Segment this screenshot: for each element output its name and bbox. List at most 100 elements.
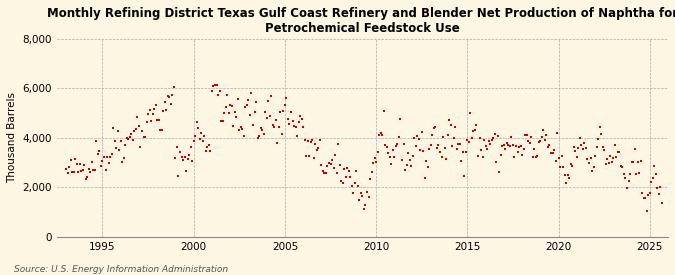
Point <box>102 155 113 159</box>
Point <box>317 169 328 173</box>
Point <box>73 169 84 174</box>
Point <box>442 133 453 137</box>
Point <box>429 126 439 131</box>
Point <box>226 104 237 109</box>
Point <box>323 161 334 165</box>
Point <box>503 142 514 147</box>
Point <box>345 175 356 180</box>
Point <box>240 105 251 109</box>
Point <box>605 154 616 158</box>
Point <box>163 94 173 98</box>
Point <box>427 133 438 138</box>
Point <box>157 128 167 133</box>
Point <box>649 164 659 168</box>
Point <box>443 117 454 122</box>
Point <box>99 155 109 160</box>
Point <box>389 155 400 159</box>
Point <box>85 169 96 174</box>
Point <box>421 159 432 163</box>
Point <box>79 163 90 167</box>
Point <box>281 96 292 100</box>
Point <box>498 143 509 147</box>
Point <box>456 158 466 163</box>
Point <box>112 129 123 133</box>
Point <box>153 118 164 122</box>
Point <box>269 125 279 129</box>
Point <box>187 159 198 163</box>
Point <box>368 161 379 165</box>
Point <box>97 158 108 163</box>
Point <box>203 143 214 147</box>
Point <box>387 148 398 152</box>
Point <box>597 144 608 149</box>
Point <box>200 149 211 153</box>
Point <box>360 202 371 207</box>
Point <box>173 174 184 178</box>
Point <box>147 112 158 117</box>
Point <box>117 160 128 164</box>
Point <box>278 108 289 113</box>
Point <box>256 128 267 132</box>
Point <box>543 144 554 149</box>
Point <box>374 133 385 137</box>
Point <box>394 135 404 139</box>
Point <box>406 163 416 168</box>
Point <box>568 144 579 149</box>
Point <box>356 191 367 196</box>
Point <box>377 133 387 137</box>
Point <box>400 168 410 172</box>
Point <box>364 177 375 182</box>
Point <box>142 111 153 116</box>
Point <box>435 149 446 154</box>
Point <box>379 108 389 113</box>
Point <box>283 117 294 122</box>
Point <box>539 138 550 142</box>
Point <box>622 186 632 190</box>
Point <box>197 138 208 143</box>
Point <box>533 140 544 144</box>
Point <box>132 115 143 120</box>
Point <box>352 183 363 188</box>
Point <box>403 151 414 155</box>
Point <box>194 136 205 141</box>
Point <box>366 170 377 175</box>
Point <box>362 189 373 194</box>
Point <box>541 133 552 138</box>
Point <box>516 153 527 157</box>
Point <box>593 137 603 141</box>
Point <box>223 111 234 115</box>
Point <box>514 145 524 149</box>
Point <box>641 209 652 213</box>
Title: Monthly Refining District Texas Gulf Coast Refinery and Blender Net Production o: Monthly Refining District Texas Gulf Coa… <box>47 7 675 35</box>
Point <box>562 173 573 177</box>
Point <box>344 169 354 174</box>
Point <box>596 132 607 136</box>
Point <box>84 167 95 171</box>
Point <box>477 155 488 159</box>
Point <box>584 161 595 165</box>
Point <box>265 114 275 118</box>
Point <box>271 118 281 123</box>
Point <box>225 103 236 107</box>
Point <box>551 131 562 136</box>
Point <box>275 109 286 114</box>
Point <box>413 137 424 141</box>
Point <box>509 155 520 160</box>
Point <box>535 138 546 143</box>
Point <box>211 83 222 87</box>
Point <box>111 145 122 150</box>
Point <box>279 103 290 107</box>
Point <box>103 161 114 165</box>
Point <box>386 161 397 166</box>
Point <box>453 141 464 146</box>
Point <box>230 109 240 114</box>
Point <box>550 159 561 163</box>
Point <box>653 192 664 196</box>
Point <box>582 157 593 162</box>
Point <box>334 163 345 167</box>
Point <box>547 151 558 155</box>
Point <box>447 144 458 148</box>
Point <box>185 145 196 150</box>
Point <box>645 191 655 195</box>
Point <box>462 138 472 142</box>
